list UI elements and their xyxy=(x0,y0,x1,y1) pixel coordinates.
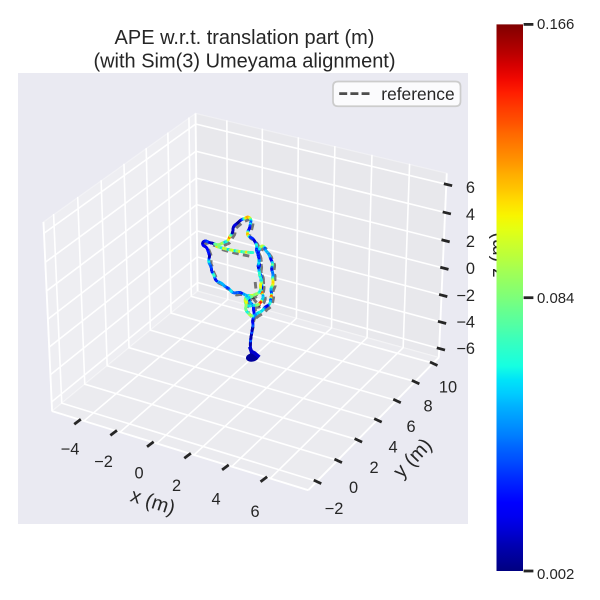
svg-text:−4: −4 xyxy=(61,441,80,459)
svg-text:−6: −6 xyxy=(456,340,475,358)
svg-text:0: 0 xyxy=(466,260,475,278)
svg-text:10: 10 xyxy=(439,379,457,397)
svg-text:6: 6 xyxy=(406,418,415,436)
svg-text:6: 6 xyxy=(466,179,475,197)
svg-text:−4: −4 xyxy=(456,314,475,332)
svg-text:0.084: 0.084 xyxy=(537,290,574,307)
svg-text:APE w.r.t. translation part (m: APE w.r.t. translation part (m) xyxy=(115,27,375,49)
svg-text:(with Sim(3) Umeyama alignment: (with Sim(3) Umeyama alignment) xyxy=(93,50,395,72)
svg-text:2: 2 xyxy=(369,459,378,477)
svg-text:−2: −2 xyxy=(325,500,344,518)
svg-text:2: 2 xyxy=(172,477,181,495)
svg-text:6: 6 xyxy=(250,503,259,521)
svg-text:4: 4 xyxy=(388,439,397,457)
svg-text:−2: −2 xyxy=(456,287,475,305)
svg-text:4: 4 xyxy=(211,491,220,509)
svg-text:reference: reference xyxy=(381,84,454,104)
svg-text:0: 0 xyxy=(134,465,143,483)
svg-text:4: 4 xyxy=(466,206,475,224)
svg-text:−2: −2 xyxy=(94,453,113,471)
svg-text:2: 2 xyxy=(466,233,475,251)
svg-text:0: 0 xyxy=(349,479,358,497)
svg-text:0.166: 0.166 xyxy=(537,16,574,33)
svg-text:8: 8 xyxy=(423,397,432,415)
svg-text:0.002: 0.002 xyxy=(537,566,574,583)
